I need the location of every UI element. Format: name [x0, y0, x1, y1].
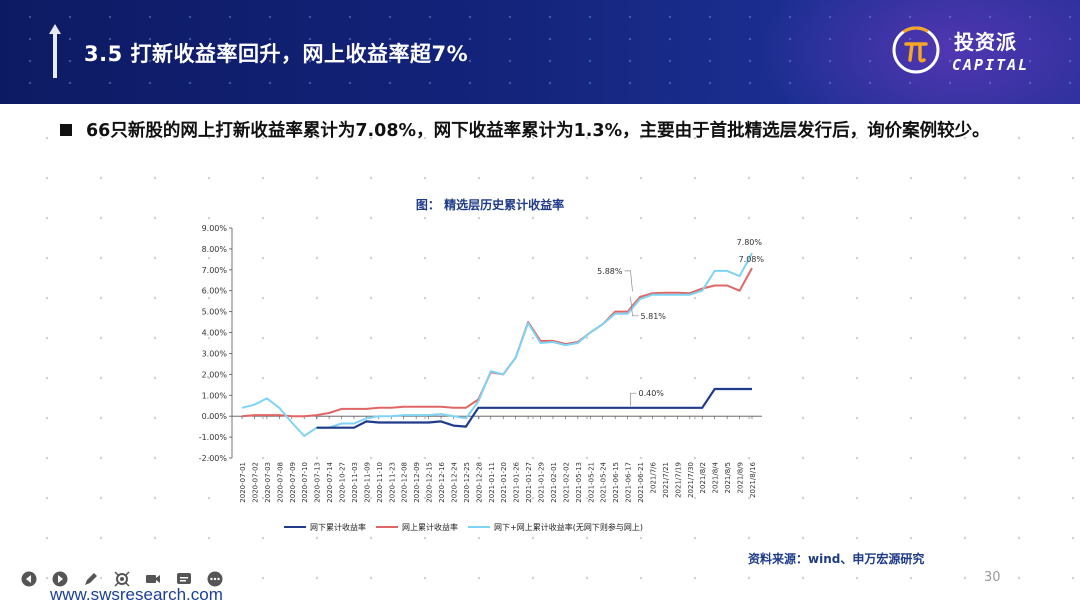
- x-tick-label: 2021-01-20: [500, 462, 508, 503]
- x-tick-label: 2020-11-10: [376, 462, 384, 503]
- x-tick-label: 2020-07-01: [239, 462, 247, 503]
- x-tick-label: 2021-06-15: [612, 462, 620, 503]
- leader-line-combined: [630, 296, 639, 317]
- x-tick-label: 2021/8/2: [699, 462, 707, 493]
- x-tick-label: 2020-12-25: [463, 462, 471, 503]
- slide-title: 3.5 打新收益率回升，网上收益率超7%: [84, 42, 469, 66]
- y-tick-label: -2.00%: [199, 454, 228, 463]
- y-tick-label: 0.00%: [202, 412, 228, 421]
- x-tick-label: 2020-07-08: [276, 462, 284, 503]
- series-line-0: [316, 387, 752, 429]
- legend-label-online: 网上累计收益率: [402, 522, 458, 532]
- x-tick-label: 2020-12-16: [438, 461, 446, 502]
- legend-label-offline: 网下累计收益率: [310, 522, 366, 532]
- series-line-1: [241, 267, 753, 418]
- x-tick-label: 2021/8/16: [749, 461, 757, 497]
- x-tick-label: 2021/7/21: [662, 462, 670, 498]
- y-tick-label: 7.00%: [202, 266, 228, 275]
- chart-legend: 网下累计收益率 网上累计收益率 网下+网上累计收益率(无网下则参与网上): [284, 520, 643, 534]
- legend-swatch-combined: [468, 526, 490, 528]
- x-tick-label: 2021-05-13: [575, 462, 583, 503]
- cumulative-return-chart: -2.00% -1.00% 0.00% 1.00% 2.00% 3.00% 4.00% 5.0…: [199, 224, 765, 503]
- pen-icon[interactable]: [82, 570, 100, 588]
- x-tick-label: 2020-07-09: [289, 462, 297, 503]
- x-tick-label: 2020-07-10: [301, 462, 309, 503]
- legend-label-combined: 网下+网上累计收益率(无网下则参与网上): [494, 522, 643, 532]
- chart-title: 图： 精选层历史累计收益率: [415, 198, 565, 212]
- subtitle-icon[interactable]: [175, 570, 193, 588]
- logo-english-text: CAPITAL: [952, 56, 1030, 74]
- y-tick-label: 4.00%: [202, 329, 228, 338]
- x-tick-label: 2021/8/9: [737, 462, 745, 493]
- x-tick-label: 2021-06-21: [637, 462, 645, 503]
- x-tick-label: 2020-12-09: [413, 462, 421, 503]
- x-tick-label: 2020-11-03: [351, 462, 359, 503]
- y-tick-label: 2.00%: [202, 370, 228, 379]
- x-tick-label: 2021-01-27: [525, 462, 533, 503]
- legend-item-combined: 网下+网上累计收益率(无网下则参与网上): [468, 522, 643, 533]
- x-tick-label: 2021-02-01: [550, 462, 558, 503]
- x-tick-label: 2021-01-11: [488, 462, 496, 503]
- leader-line-offline: [630, 392, 637, 406]
- prev-icon[interactable]: [20, 570, 38, 588]
- data-label-offline-mid: 0.40%: [638, 389, 664, 398]
- legend-swatch-offline: [284, 526, 306, 528]
- x-tick-label: 2020-07-03: [264, 462, 272, 503]
- more-icon[interactable]: [206, 570, 224, 588]
- data-label-online-final: 7.08%: [739, 255, 765, 264]
- y-tick-label: -1.00%: [199, 433, 228, 442]
- y-tick-label: 1.00%: [202, 391, 228, 400]
- x-tick-label: 2021-06-17: [625, 462, 633, 503]
- next-icon[interactable]: [51, 570, 69, 588]
- legend-item-offline: 网下累计收益率: [284, 522, 366, 533]
- x-tick-label: 2020-12-24: [450, 461, 458, 502]
- bullet-text: 66只新股的网上打新收益率累计为7.08%，网下收益率累计为1.3%，主要由于首…: [86, 121, 990, 141]
- x-tick-label: 2021-02-02: [562, 462, 570, 503]
- x-tick-label: 2020-11-23: [388, 462, 396, 503]
- title-bar: 3.5 打新收益率回升，网上收益率超7% 投资派 CAPITAL: [0, 0, 1080, 104]
- leader-line-online: [624, 270, 633, 292]
- page-number: 30: [984, 570, 1001, 585]
- y-tick-label: 9.00%: [202, 224, 228, 233]
- x-tick-label: 2021-05-24: [600, 461, 608, 502]
- data-label-online-mid: 5.88%: [597, 267, 623, 276]
- data-label-combined-mid: 5.81%: [640, 312, 666, 321]
- x-tick-label: 2021/8/4: [712, 461, 720, 493]
- x-tick-label: 2020-12-28: [475, 462, 483, 503]
- x-tick-label: 2021/7/19: [674, 462, 682, 498]
- x-tick-label: 2020-10-27: [339, 462, 347, 503]
- x-tick-label: 2021/7/30: [687, 462, 695, 498]
- y-tick-label: 3.00%: [202, 349, 228, 358]
- x-tick-label: 2021/8/5: [724, 462, 732, 493]
- legend-item-online: 网上累计收益率: [376, 522, 458, 533]
- header-dot-pattern: [0, 0, 1080, 104]
- x-tick-label: 2021-01-29: [538, 462, 546, 503]
- legend-swatch-online: [376, 526, 398, 528]
- x-tick-label: 2020-07-02: [251, 462, 259, 503]
- y-tick-label: 6.00%: [202, 287, 228, 296]
- logo-mark-icon: [892, 26, 940, 74]
- x-tick-label: 2021/7/6: [649, 461, 657, 493]
- x-tick-label: 2020-07-14: [326, 461, 334, 502]
- x-tick-label: 2021-05-21: [587, 462, 595, 503]
- pointer-icon[interactable]: [113, 570, 131, 588]
- presentation-toolbar: [20, 570, 224, 588]
- x-tick-label: 2020-12-08: [401, 462, 409, 503]
- source-note: 资料来源：wind、申万宏源研究: [748, 552, 925, 566]
- x-tick-label: 2020-11-09: [363, 462, 371, 503]
- y-tick-label: 5.00%: [202, 308, 228, 317]
- y-tick-label: 8.00%: [202, 245, 228, 254]
- up-arrow-icon: [49, 24, 61, 78]
- logo-chinese-text: 投资派: [954, 30, 1017, 54]
- website-url: www.swsresearch.com: [50, 585, 223, 604]
- x-tick-label: 2020-12-15: [426, 462, 434, 503]
- brand-logo: 投资派 CAPITAL: [888, 16, 1038, 86]
- x-tick-label: 2020-07-13: [314, 462, 322, 503]
- video-icon[interactable]: [144, 570, 162, 588]
- data-label-combined-final: 7.80%: [737, 238, 763, 247]
- bullet-square: [60, 124, 72, 136]
- x-tick-label: 2021-01-26: [513, 461, 521, 502]
